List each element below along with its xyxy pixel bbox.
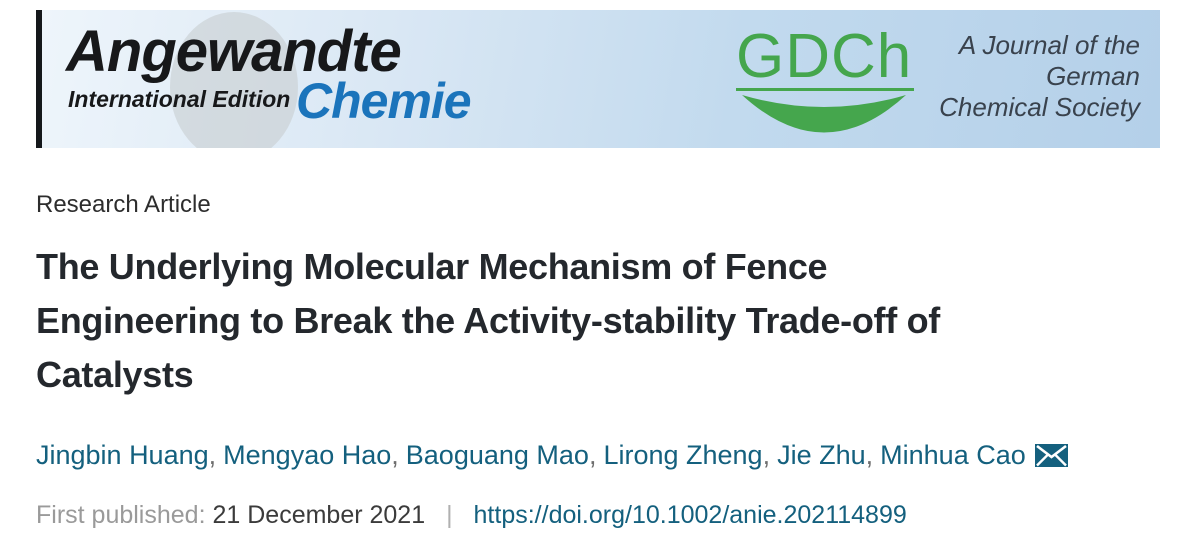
author-link[interactable]: Jingbin Huang bbox=[36, 440, 209, 470]
author-separator: , bbox=[208, 440, 217, 470]
separator-pipe: | bbox=[446, 501, 453, 529]
author-link[interactable]: Jie Zhu bbox=[777, 440, 866, 470]
journal-tagline: A Journal of the German Chemical Society bbox=[939, 30, 1140, 123]
journal-name: Angewandte bbox=[66, 19, 402, 84]
article-title: The Underlying Molecular Mechanism of Fe… bbox=[36, 240, 940, 402]
author-link[interactable]: Baoguang Mao bbox=[405, 440, 589, 470]
author-separator: , bbox=[391, 440, 399, 470]
doi-link[interactable]: https://doi.org/10.1002/anie.202114899 bbox=[473, 501, 907, 529]
gdch-logo: GDCh bbox=[736, 24, 916, 142]
banner-circle-decoration bbox=[170, 12, 298, 148]
tagline-line: Chemical Society bbox=[939, 92, 1140, 122]
journal-name-chemie: Chemie bbox=[296, 73, 472, 129]
tagline-line: German bbox=[1046, 61, 1140, 91]
publication-info: First published: 21 December 2021 | http… bbox=[36, 501, 907, 530]
author-link[interactable]: Minhua Cao bbox=[880, 440, 1026, 470]
author-separator: , bbox=[762, 440, 771, 470]
published-date: 21 December 2021 bbox=[212, 501, 426, 529]
article-title-line: Catalysts bbox=[36, 354, 194, 395]
journal-banner: Angewandte International Edition Chemie … bbox=[36, 10, 1160, 148]
author-separator: , bbox=[588, 440, 597, 470]
gdch-bowl-icon bbox=[742, 95, 906, 133]
article-title-line: The Underlying Molecular Mechanism of Fe… bbox=[36, 246, 828, 287]
journal-edition: International Edition bbox=[68, 86, 291, 112]
author-separator: , bbox=[865, 440, 874, 470]
gdch-logo-rule bbox=[736, 88, 914, 91]
author-link[interactable]: Lirong Zheng bbox=[603, 440, 763, 470]
author-list: Jingbin Huang, Mengyao Hao, Baoguang Mao, L… bbox=[36, 438, 1068, 472]
envelope-icon[interactable] bbox=[1034, 444, 1068, 467]
author-link[interactable]: Mengyao Hao bbox=[223, 440, 392, 470]
gdch-logo-text: GDCh bbox=[736, 22, 913, 91]
tagline-line: A Journal of the bbox=[958, 30, 1140, 60]
article-type-label: Research Article bbox=[36, 191, 211, 218]
published-label: First published: bbox=[36, 501, 206, 529]
article-title-line: Engineering to Break the Activity-stabil… bbox=[36, 300, 940, 341]
